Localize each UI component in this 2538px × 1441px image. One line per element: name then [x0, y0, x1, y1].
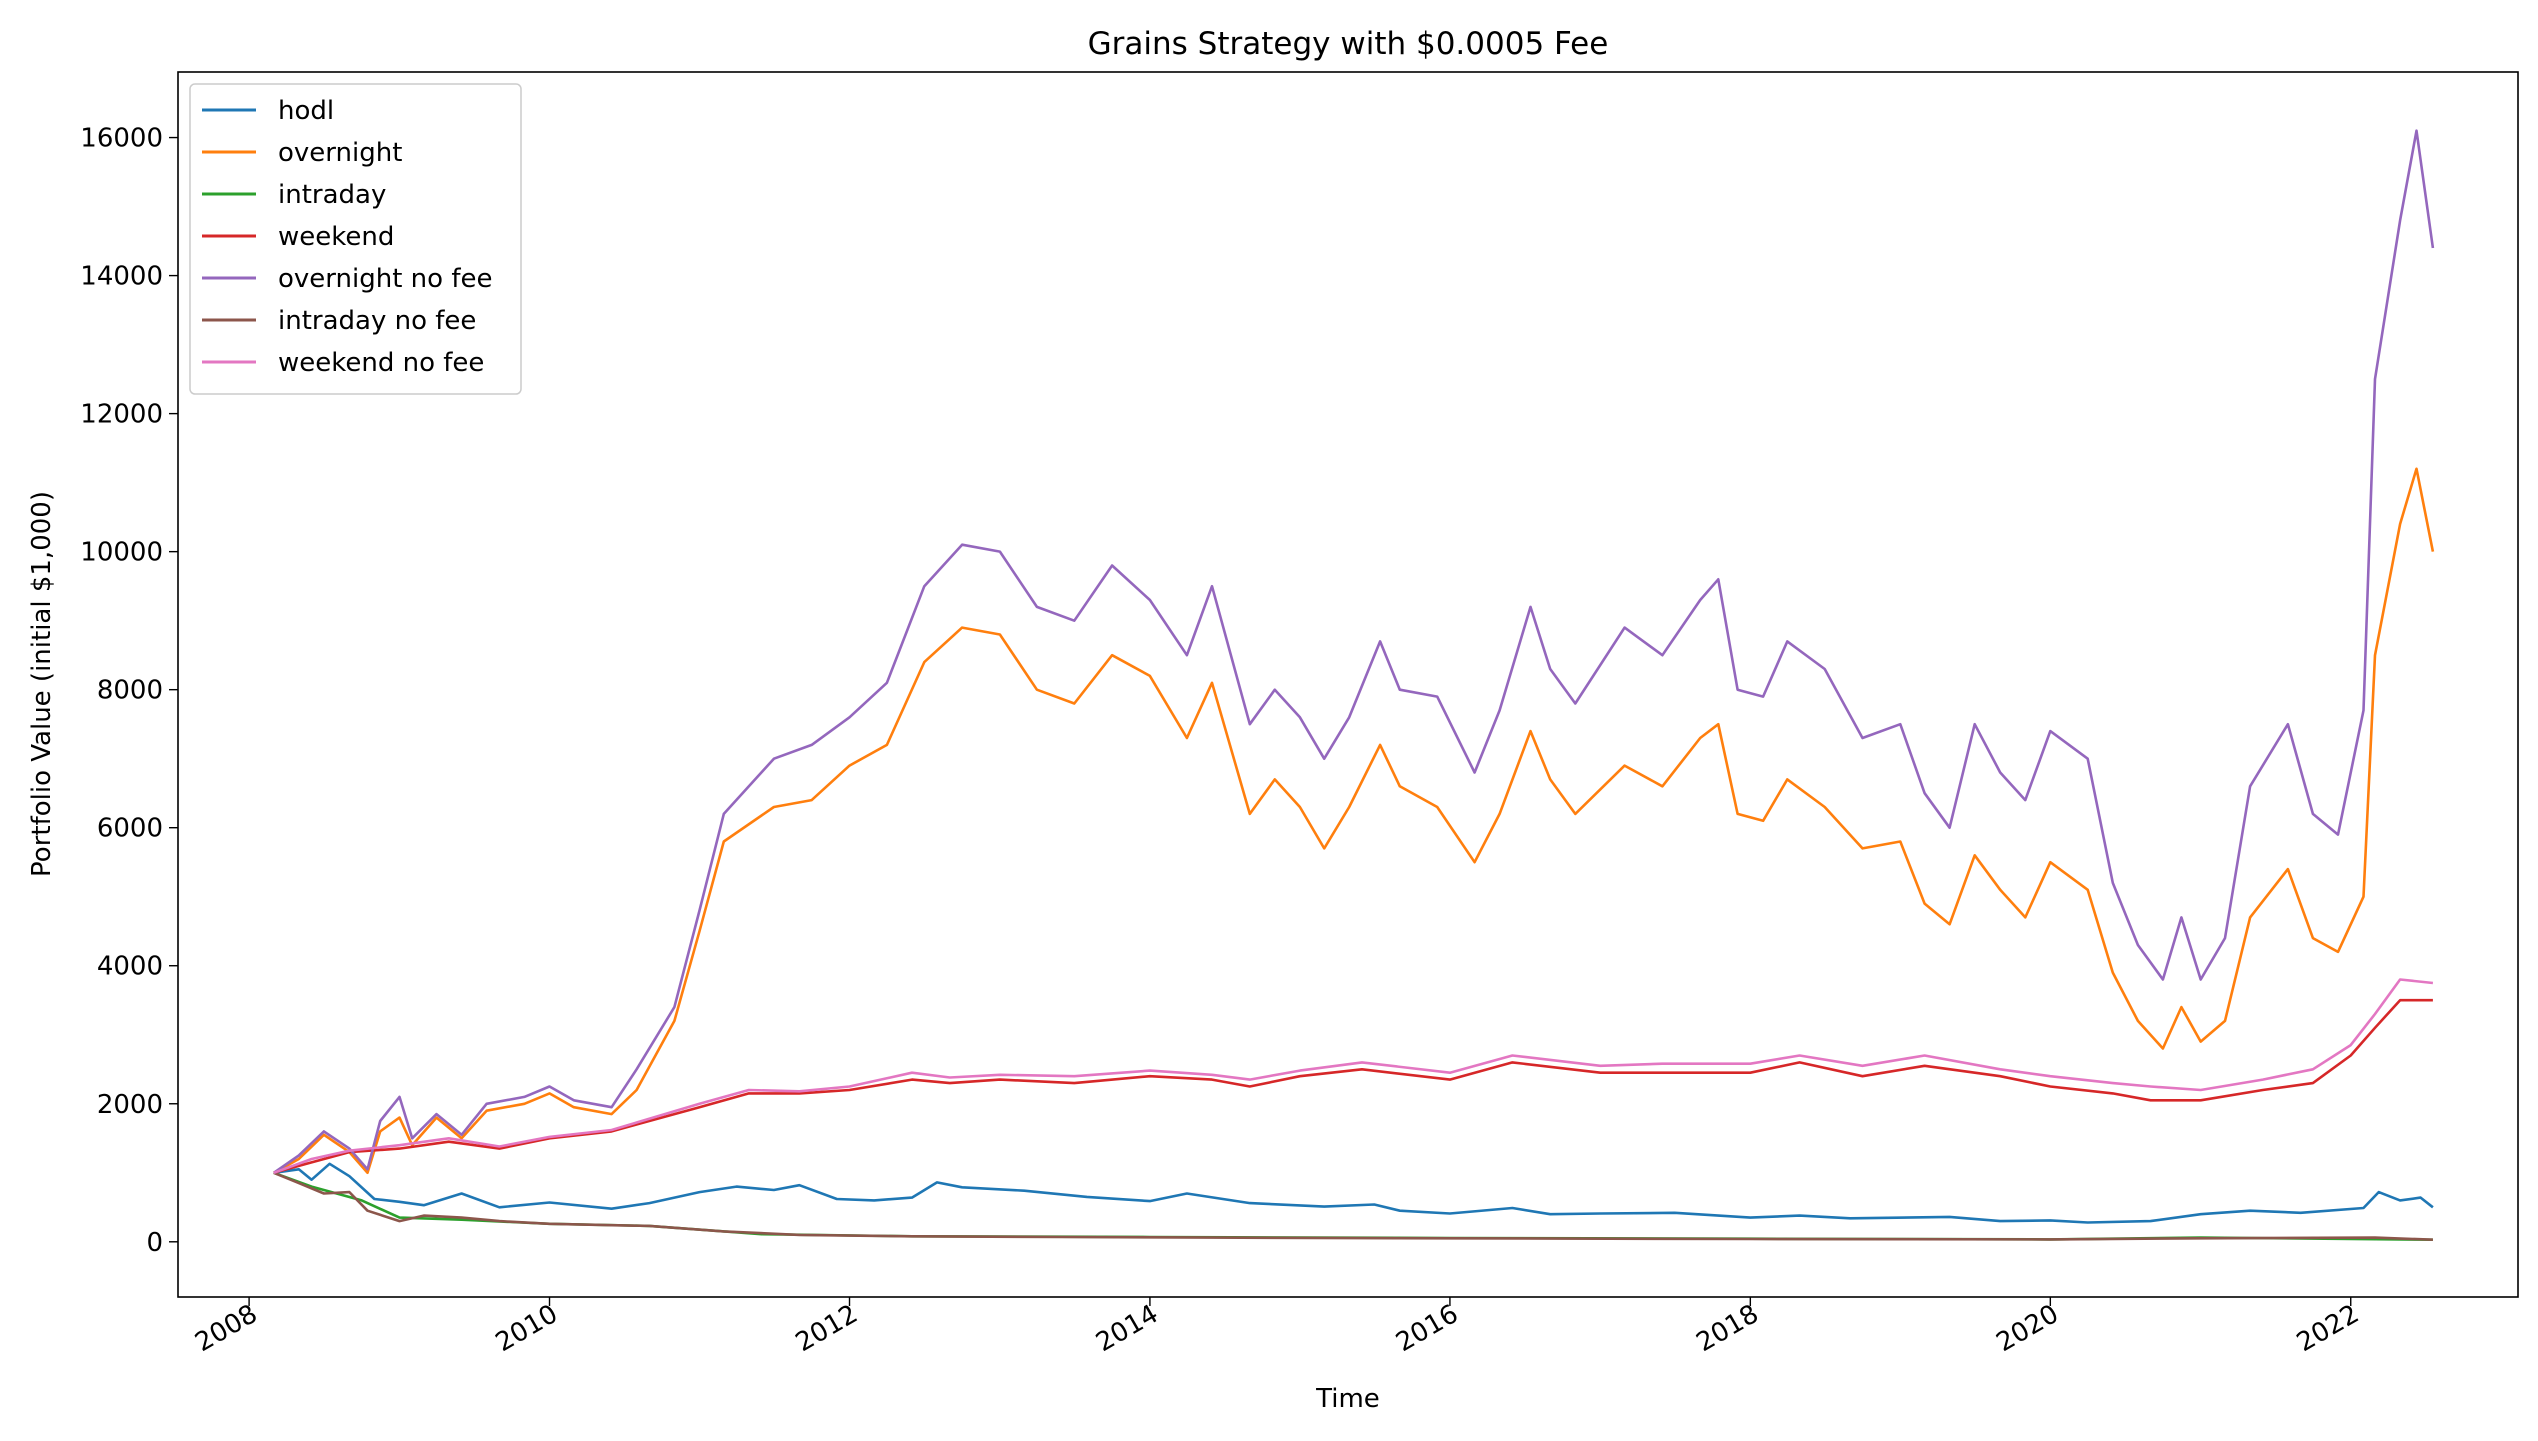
legend-label: intraday no fee	[278, 306, 476, 336]
series-line-hodl	[273, 1162, 2434, 1224]
plot-frame	[177, 71, 2519, 1298]
legend-label: intraday	[278, 180, 386, 210]
series-line-overnight-no-fee	[273, 129, 2435, 1174]
legend-label: weekend	[278, 222, 394, 252]
x-axis-label: Time	[1315, 1384, 1380, 1414]
y-tick-label: 2000	[97, 1090, 163, 1120]
legend-label: overnight	[278, 138, 402, 168]
y-tick-label: 14000	[80, 262, 163, 292]
plot-area	[177, 71, 2519, 1298]
series-line-intraday-no-fee	[273, 1171, 2433, 1241]
y-axis-label: Portfolio Value (initial $1,000)	[27, 491, 57, 877]
y-tick-label: 16000	[80, 124, 163, 154]
legend-label: hodl	[278, 96, 334, 126]
y-axis: 0 2000 4000 6000 8000 10000 12000 14000 16000	[80, 124, 178, 1258]
chart-title: Grains Strategy with $0.0005 Fee	[1088, 26, 1609, 62]
series-line-weekend-no-fee	[273, 978, 2434, 1175]
y-tick-label: 8000	[97, 676, 163, 706]
y-tick-label: 10000	[80, 538, 163, 568]
y-tick-label: 6000	[97, 814, 163, 844]
y-tick-label: 4000	[97, 952, 163, 982]
y-tick-label: 12000	[80, 400, 163, 430]
legend-label: overnight no fee	[278, 264, 492, 294]
legend-label: weekend no fee	[278, 348, 484, 378]
series-line-weekend	[273, 998, 2433, 1175]
legend: hodl overnight intraday weekend overnight no…	[189, 83, 522, 395]
legend-box	[189, 83, 522, 395]
y-tick-label: 0	[146, 1228, 163, 1258]
series-lines	[273, 129, 2435, 1241]
series-line-overnight	[273, 467, 2435, 1175]
